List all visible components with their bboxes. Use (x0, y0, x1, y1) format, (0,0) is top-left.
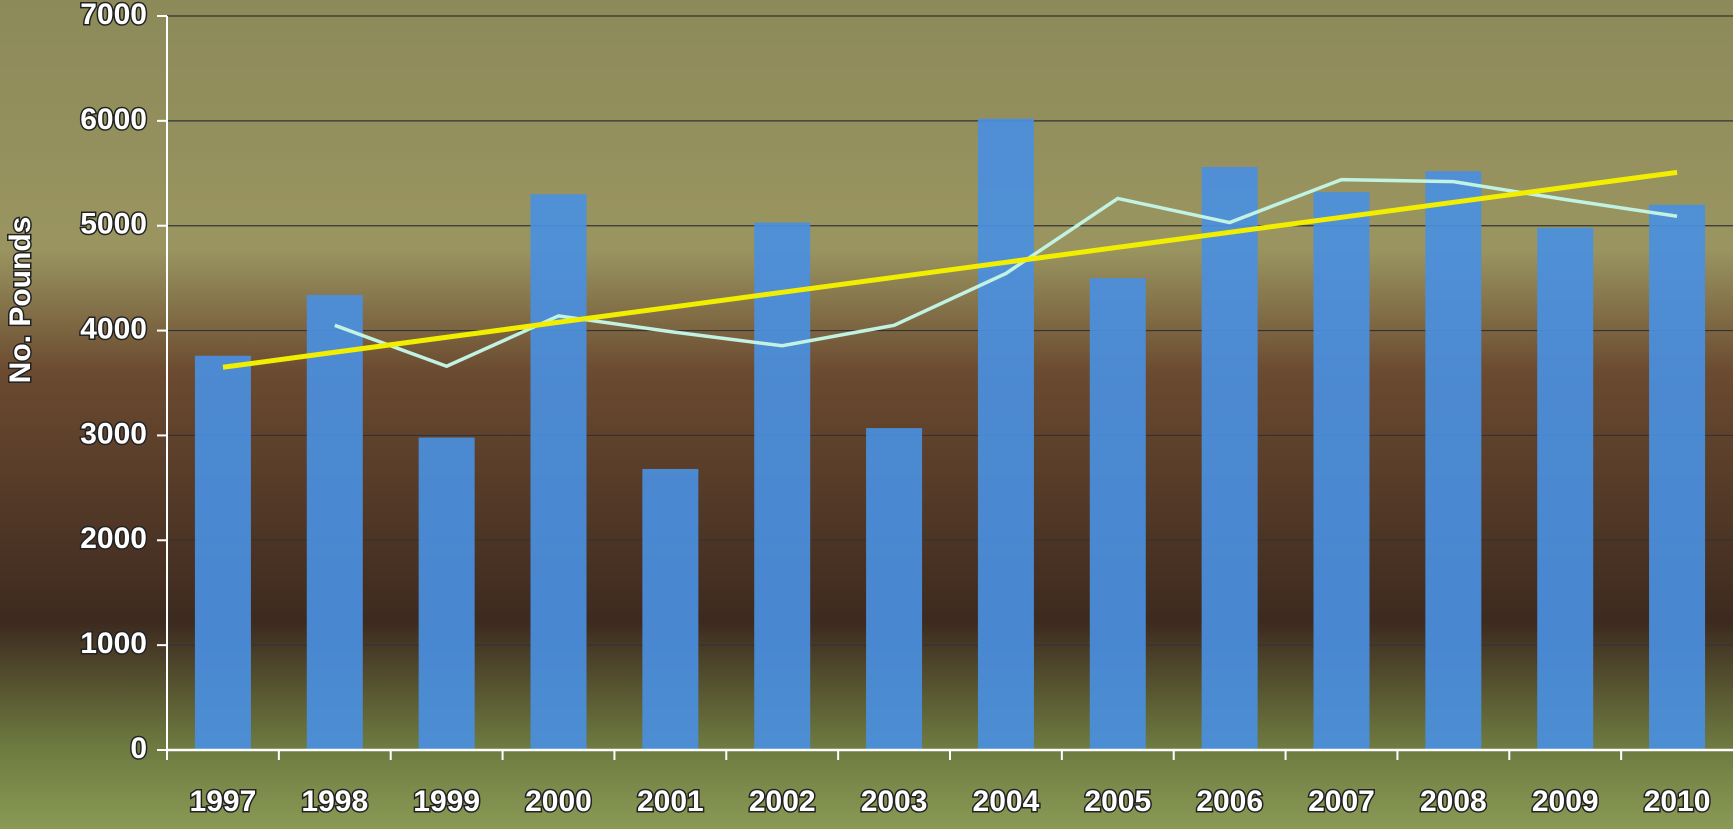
bar (1201, 166, 1258, 751)
bar (1313, 192, 1370, 750)
y-tick-label: 3000 (80, 417, 147, 450)
x-tick-label: 2005 (1084, 785, 1151, 818)
bar (418, 437, 475, 750)
x-tick-label: 2001 (637, 785, 704, 818)
y-tick-label: 1000 (80, 627, 147, 660)
x-tick-label: 1997 (190, 785, 257, 818)
bar (1425, 171, 1482, 750)
y-tick-label: 6000 (80, 103, 147, 136)
x-tick-label: 2002 (749, 785, 816, 818)
x-tick-label: 2009 (1532, 785, 1599, 818)
line (334, 177, 1678, 369)
bar (977, 118, 1034, 750)
y-tick-label: 4000 (80, 312, 147, 345)
x-tick-label: 1999 (413, 785, 480, 818)
bar (642, 468, 699, 750)
x-tick-label: 2004 (973, 785, 1040, 818)
bar (1537, 227, 1594, 751)
bar (866, 428, 923, 750)
bar (306, 294, 363, 750)
line (222, 169, 1678, 370)
bar (1089, 278, 1146, 750)
x-tick-label: 2006 (1196, 785, 1263, 818)
bar (1649, 204, 1706, 750)
y-tick-label: 7000 (80, 0, 147, 31)
y-tick-label: 2000 (80, 522, 147, 555)
y-tick-label: 5000 (80, 208, 147, 241)
x-tick-label: 2010 (1644, 785, 1711, 818)
x-tick-label: 1998 (301, 785, 368, 818)
x-tick-label: 2008 (1420, 785, 1487, 818)
bar (530, 194, 587, 750)
bar (754, 222, 811, 750)
x-tick-label: 2007 (1308, 785, 1375, 818)
bar (194, 355, 251, 750)
x-tick-label: 2000 (525, 785, 592, 818)
x-tick-label: 2003 (861, 785, 928, 818)
y-tick-label: 0 (130, 732, 147, 765)
y-axis-label: No. Pounds (4, 217, 37, 384)
